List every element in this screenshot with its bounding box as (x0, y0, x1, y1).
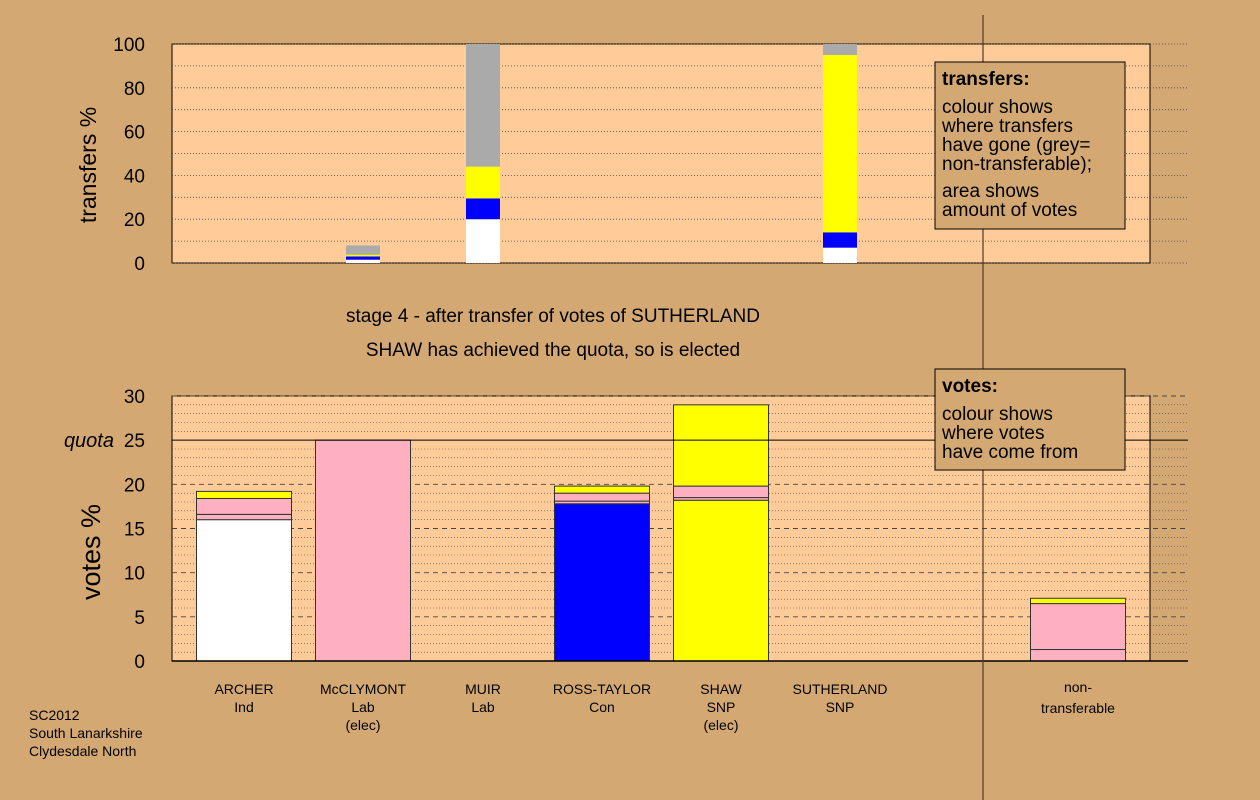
transfer-segment (466, 44, 500, 167)
y-tick-label: 0 (134, 254, 145, 275)
candidate-party: SNP (826, 699, 855, 715)
vote-segment (554, 503, 650, 662)
candidate-status: (elec) (345, 717, 380, 733)
votes-y-axis-title: votes % (76, 504, 106, 600)
vote-segment (196, 513, 292, 521)
candidate-party: Con (589, 699, 615, 715)
candidate-party: SNP (707, 699, 736, 715)
nontransferable-label-line1: non- (1064, 679, 1092, 695)
transfer-segment (346, 254, 380, 257)
transfers-bars (346, 44, 857, 263)
vote-segment (196, 497, 292, 515)
transfer-segment (346, 245, 380, 255)
transfer-segment (466, 198, 500, 220)
transfer-segment (823, 232, 857, 248)
y-tick-label: 15 (124, 520, 145, 541)
vote-segment (196, 519, 292, 662)
y-tick-label: 60 (124, 123, 145, 144)
y-tick-label: 5 (134, 608, 145, 629)
vote-segment (554, 492, 650, 502)
votes-y-tick-labels: 0 5 10 15 20 25 30 (124, 387, 145, 673)
y-tick-label: 10 (124, 564, 145, 585)
candidate-party: Lab (351, 699, 375, 715)
transfer-segment (823, 44, 857, 55)
vote-segment (1030, 597, 1126, 605)
vote-segment (196, 490, 292, 499)
y-tick-label: 30 (124, 387, 145, 408)
y-tick-label: 20 (124, 210, 145, 231)
candidate-name: ARCHER (214, 681, 273, 697)
y-tick-label: 20 (124, 475, 145, 496)
transfers-legend-line: non-transferable); (942, 154, 1092, 175)
candidate-name: ROSS-TAYLOR (553, 681, 651, 697)
transfers-legend: transfers: colour shows where transfers … (934, 61, 1126, 230)
footer-election: SC2012 (29, 707, 80, 723)
quota-label: quota (64, 430, 114, 452)
y-tick-label: 40 (124, 166, 145, 187)
elected-message: SHAW has achieved the quota, so is elect… (366, 340, 740, 361)
transfers-legend-line: have gone (grey= (942, 135, 1090, 156)
votes-legend-line: have come from (942, 442, 1078, 463)
candidate-name: McCLYMONT (320, 681, 407, 697)
footer-ward: Clydesdale North (29, 743, 136, 759)
transfers-legend-title: transfers: (942, 69, 1030, 90)
votes-legend: votes: colour shows where votes have com… (934, 368, 1126, 471)
transfers-y-tick-labels: 0 20 40 60 80 100 (113, 35, 145, 275)
vote-segment (1030, 649, 1126, 662)
candidate-labels: ARCHER Ind McCLYMONT Lab (elec) MUIR Lab ROSS-T… (214, 681, 887, 733)
vote-segment (673, 485, 769, 499)
vote-segment (673, 499, 769, 662)
candidate-party: Ind (234, 699, 253, 715)
transfer-segment (823, 247, 857, 263)
footer-council: South Lanarkshire (29, 725, 143, 741)
votes-legend-title: votes: (942, 376, 998, 397)
transfer-segment (466, 166, 500, 199)
vote-segment (315, 439, 411, 662)
y-tick-label: 80 (124, 79, 145, 100)
votes-bars (196, 404, 1126, 662)
vote-segment (673, 404, 769, 487)
votes-legend-line: where votes (941, 423, 1044, 444)
transfers-y-axis-title: transfers % (75, 107, 101, 223)
transfer-segment (823, 54, 857, 233)
transfer-segment (346, 256, 380, 260)
transfers-legend-line: colour shows (942, 97, 1053, 118)
votes-legend-line: colour shows (942, 404, 1053, 425)
nontransferable-label-line2: transferable (1041, 700, 1115, 716)
y-tick-label: 100 (113, 35, 145, 56)
transfer-segment (466, 219, 500, 263)
candidate-name: SHAW (700, 681, 742, 697)
transfers-legend-line: area shows (942, 181, 1039, 202)
y-tick-label: 0 (134, 652, 145, 673)
candidate-status: (elec) (703, 717, 738, 733)
vote-segment (1030, 603, 1126, 651)
transfers-legend-line: amount of votes (942, 200, 1077, 221)
stage-description: stage 4 - after transfer of votes of SUT… (346, 306, 760, 327)
candidate-party: Lab (471, 699, 495, 715)
vote-segment (554, 485, 650, 494)
candidate-name: MUIR (465, 681, 501, 697)
y-tick-label: 25 (124, 431, 145, 452)
candidate-name: SUTHERLAND (793, 681, 888, 697)
transfer-segment (346, 259, 380, 263)
transfers-legend-line: where transfers (941, 116, 1073, 137)
